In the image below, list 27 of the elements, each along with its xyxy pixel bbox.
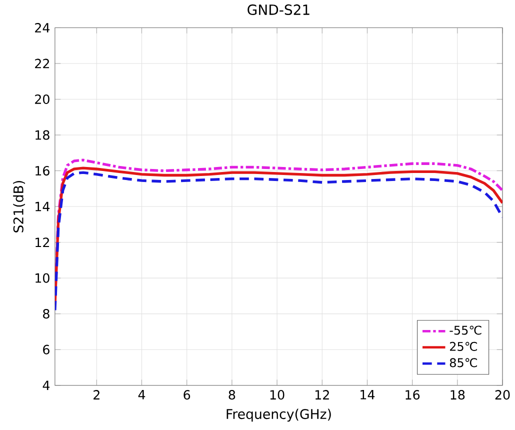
x-tick-label: 16 <box>406 390 420 400</box>
x-tick-label: 18 <box>450 390 465 400</box>
y-tick-label: 14 <box>36 202 50 211</box>
x-tick-label: 10 <box>270 390 284 400</box>
y-tick-label: 8 <box>43 308 50 318</box>
y-axis-title: S21(dB) <box>13 180 25 232</box>
y-tick-label: 6 <box>43 344 50 354</box>
y-tick-label: 18 <box>36 130 50 140</box>
x-axis-title: Frequency(GHz) <box>226 408 331 422</box>
y-tick-label: 16 <box>36 166 50 176</box>
legend-label: -55℃ <box>450 326 482 335</box>
chart-title: GND-S21 <box>248 4 310 15</box>
y-tick-label: 12 <box>36 237 49 247</box>
y-tick-label: 4 <box>42 380 50 390</box>
x-tick-label: 4 <box>138 390 146 400</box>
y-tick-label: 20 <box>35 94 50 104</box>
x-tick-label: 6 <box>184 390 190 400</box>
x-tick-label: 2 <box>94 390 100 400</box>
x-tick-label: 20 <box>495 390 510 400</box>
y-tick-label: 24 <box>35 22 50 32</box>
y-tick-label: 22 <box>35 58 49 68</box>
x-tick-label: 12 <box>315 390 329 400</box>
legend-label: 25℃ <box>450 342 477 351</box>
legend-label: 85℃ <box>450 358 477 368</box>
y-tick-label: 10 <box>36 273 50 283</box>
x-tick-label: 8 <box>228 390 236 400</box>
x-tick-label: 14 <box>360 390 375 400</box>
